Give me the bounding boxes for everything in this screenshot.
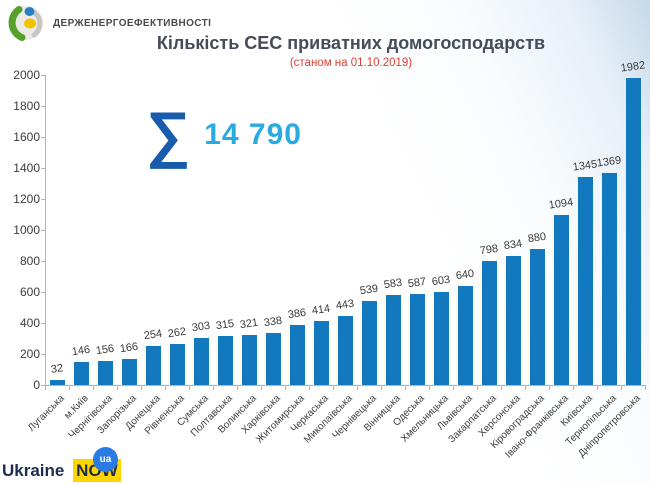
- y-axis-tick: [41, 292, 45, 293]
- bar: [481, 261, 497, 385]
- y-axis-tick: [41, 323, 45, 324]
- sigma-icon: ∑: [146, 100, 191, 169]
- x-axis-tick: [213, 386, 214, 390]
- x-axis-tick: [405, 386, 406, 390]
- title-block: Кількість СЕС приватних домогосподарств …: [60, 33, 642, 69]
- bar: [433, 292, 449, 385]
- brand-ukraine-text: Ukraine: [2, 461, 65, 480]
- bar: [385, 295, 401, 385]
- y-axis-tick: [41, 261, 45, 262]
- x-axis-tick: [189, 386, 190, 390]
- x-axis-tick: [525, 386, 526, 390]
- y-axis-label: 1400: [13, 161, 40, 175]
- gov-logo: ДЕРЖЕНЕРГОЕФЕКТИВНОСТІ: [8, 5, 211, 41]
- y-axis-tick: [41, 354, 45, 355]
- x-axis-tick: [261, 386, 262, 390]
- y-axis-label: 200: [19, 347, 40, 361]
- bar: [505, 256, 521, 385]
- x-axis-tick: [309, 386, 310, 390]
- bar: [577, 177, 593, 385]
- bar: [553, 215, 569, 385]
- y-axis-label: 600: [19, 285, 40, 299]
- x-axis-line: [45, 385, 646, 386]
- bar: [409, 294, 425, 385]
- y-axis-tick: [41, 75, 45, 76]
- y-axis-tick: [41, 199, 45, 200]
- x-axis-tick: [357, 386, 358, 390]
- x-axis-tick: [237, 386, 238, 390]
- bar: [361, 301, 377, 385]
- x-axis-tick: [477, 386, 478, 390]
- bar: [601, 173, 617, 385]
- x-axis-tick: [117, 386, 118, 390]
- gov-logo-label: ДЕРЖЕНЕРГОЕФЕКТИВНОСТІ: [53, 17, 212, 29]
- bar: [625, 78, 641, 385]
- chart-title: Кількість СЕС приватних домогосподарств: [156, 33, 546, 53]
- bar: [121, 359, 137, 385]
- bar: [337, 316, 353, 385]
- y-axis-label: 1200: [13, 192, 40, 206]
- x-axis-tick: [93, 386, 94, 390]
- x-axis-tick: [597, 386, 598, 390]
- x-axis-tick: [69, 386, 70, 390]
- x-axis-tick: [381, 386, 382, 390]
- x-axis-tick: [453, 386, 454, 390]
- bar: [49, 380, 65, 385]
- y-axis-tick: [41, 385, 45, 386]
- bar: [457, 286, 473, 385]
- bar: [97, 361, 113, 385]
- bar: [265, 333, 281, 385]
- y-axis-tick: [41, 106, 45, 107]
- chart-subtitle: (станом на 01.10.2019): [289, 57, 413, 69]
- bar: [73, 362, 89, 385]
- total-value: 14 790: [204, 117, 302, 151]
- y-axis-tick: [41, 230, 45, 231]
- y-axis-label: 1000: [13, 223, 40, 237]
- y-axis-tick: [41, 137, 45, 138]
- y-axis-label: 0: [33, 378, 40, 392]
- gov-logo-icon: [8, 6, 43, 41]
- x-axis-tick: [501, 386, 502, 390]
- y-axis-label: 1800: [13, 99, 40, 113]
- bar: [289, 325, 305, 385]
- y-axis-tick: [41, 168, 45, 169]
- bar: [169, 344, 185, 385]
- x-axis-tick: [549, 386, 550, 390]
- bar: [193, 338, 209, 385]
- x-axis-tick: [621, 386, 622, 390]
- total-annotation: ∑ 14 790: [146, 100, 302, 169]
- x-axis-tick: [285, 386, 286, 390]
- ukraine-now-logo: Ukraine NOW ua: [2, 447, 121, 482]
- x-axis-tick: [429, 386, 430, 390]
- brand-ua-badge: ua: [93, 447, 118, 472]
- x-axis-tick: [165, 386, 166, 390]
- x-axis-tick: [645, 386, 646, 390]
- x-axis-tick: [573, 386, 574, 390]
- bar: [241, 335, 257, 385]
- y-axis-label: 800: [19, 254, 40, 268]
- y-axis-label: 1600: [13, 130, 40, 144]
- x-axis-tick: [333, 386, 334, 390]
- bar: [313, 321, 329, 385]
- y-axis-line: [45, 75, 46, 385]
- x-axis-tick: [45, 386, 46, 390]
- bar: [145, 346, 161, 385]
- x-axis-tick: [141, 386, 142, 390]
- bar: [217, 336, 233, 385]
- y-axis-label: 400: [19, 316, 40, 330]
- y-axis-label: 2000: [13, 68, 40, 82]
- bar: [529, 249, 545, 385]
